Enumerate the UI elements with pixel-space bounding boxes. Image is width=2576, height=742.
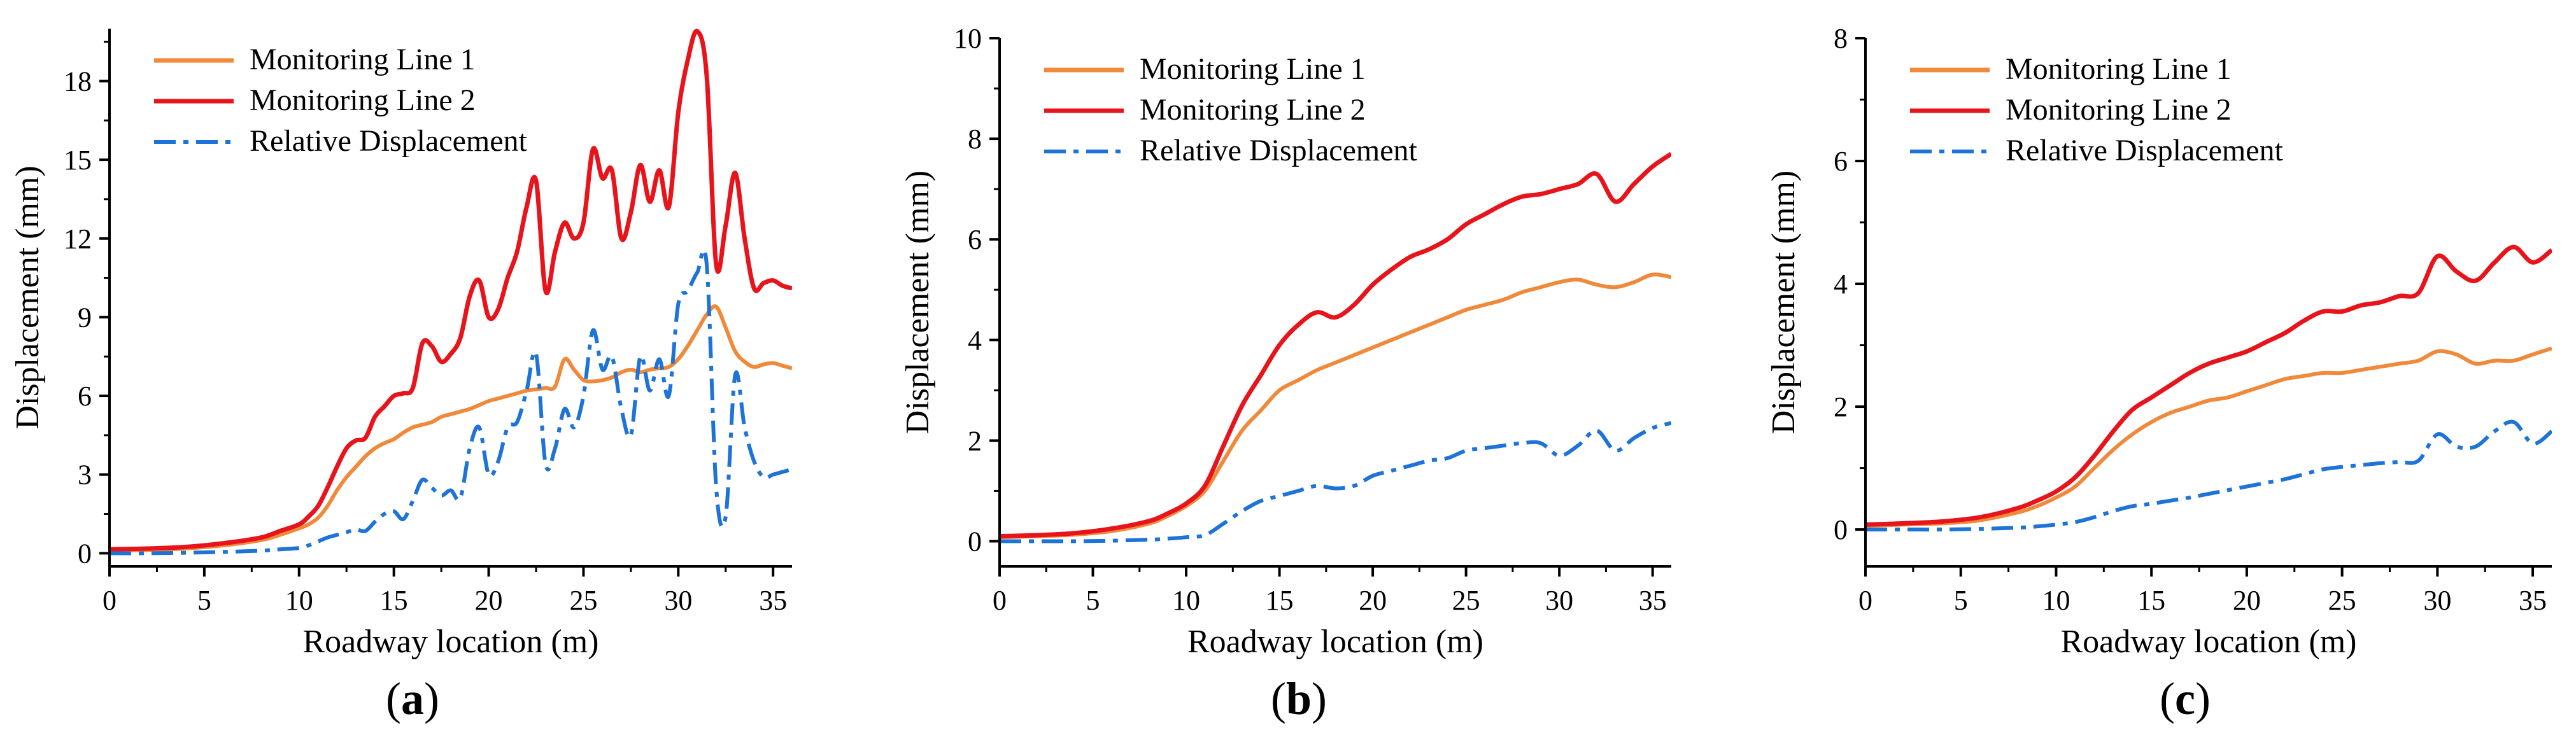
series-line-relative-displacement <box>1000 421 1671 543</box>
x-tick-label: 20 <box>475 585 503 616</box>
x-tick-label: 15 <box>2137 585 2165 616</box>
x-axis-title: Roadway location (m) <box>2061 624 2357 660</box>
legend-label: Monitoring Line 2 <box>250 83 476 117</box>
series-group <box>1000 151 1671 543</box>
series-line-monitoring-line-1 <box>110 304 792 553</box>
series-group <box>1865 244 2552 532</box>
y-tick-label: 8 <box>968 123 982 155</box>
y-tick-label: 6 <box>968 224 982 255</box>
legend: Monitoring Line 1 Monitoring Line 2 Relati… <box>154 43 528 158</box>
y-tick-label: 9 <box>78 302 92 333</box>
x-tick-label: 0 <box>1858 585 1872 616</box>
x-tick-label: 25 <box>2328 585 2356 616</box>
x-tick-label: 5 <box>197 585 211 616</box>
y-tick-label: 12 <box>64 223 92 255</box>
x-tick-label: 35 <box>759 585 787 616</box>
panel-label-close-paren: ) <box>2195 673 2211 724</box>
x-tick-label: 10 <box>2042 585 2070 616</box>
chart-panel-1: 0 5 10 15 20 25 30 35 0 3 6 9 12 15 18 Roadway location… <box>10 29 792 724</box>
panel-label-open-paren: ( <box>386 673 401 724</box>
x-tick-label: 30 <box>664 585 692 616</box>
y-axis-title: Displacement (mm) <box>1766 171 1802 434</box>
x-tick-label: 15 <box>1266 585 1294 616</box>
panel-label-letter: a <box>401 673 424 724</box>
x-tick-label: 10 <box>1172 585 1200 616</box>
panel-label-letter: b <box>1286 673 1312 724</box>
y-axis-title: Displacement (mm) <box>10 165 46 429</box>
panel-label-letter: c <box>2175 673 2195 724</box>
y-tick-label: 8 <box>1834 23 1848 54</box>
y-tick-label: 10 <box>954 23 982 54</box>
y-tick-label: 2 <box>968 425 982 456</box>
legend: Monitoring Line 1 Monitoring Line 2 Relati… <box>1044 52 1418 167</box>
series-line-monitoring-line-2 <box>110 29 792 552</box>
series-line-relative-displacement <box>1865 419 2552 532</box>
y-tick-label: 18 <box>64 66 92 97</box>
panel-label: (c) <box>2160 673 2211 724</box>
y-tick-label: 6 <box>78 381 92 412</box>
y-tick-label: 2 <box>1834 391 1848 423</box>
series-line-monitoring-line-1 <box>1865 346 2552 528</box>
series-line-relative-displacement <box>110 248 792 556</box>
series-line-monitoring-line-1 <box>1000 272 1671 540</box>
y-tick-label: 4 <box>968 325 982 356</box>
x-tick-label: 35 <box>2519 585 2547 616</box>
y-tick-label: 0 <box>78 538 92 569</box>
legend-label: Relative Displacement <box>250 124 528 158</box>
y-axis-title: Displacement (mm) <box>900 171 936 434</box>
panel-label-close-paren: ) <box>1312 673 1327 724</box>
x-tick-label: 10 <box>285 585 313 616</box>
x-tick-label: 5 <box>1954 585 1968 616</box>
panel-label: (b) <box>1271 673 1327 724</box>
y-tick-label: 15 <box>64 144 92 176</box>
x-tick-label: 5 <box>1086 585 1100 616</box>
legend-label: Relative Displacement <box>1140 134 1418 167</box>
x-tick-label: 25 <box>569 585 597 616</box>
x-tick-label: 30 <box>1545 585 1573 616</box>
panel-label-close-paren: ) <box>424 673 439 724</box>
y-tick-label: 0 <box>1834 514 1848 545</box>
x-tick-label: 25 <box>1452 585 1480 616</box>
y-tick-label: 3 <box>78 459 92 491</box>
panel-label-open-paren: ( <box>2160 673 2175 724</box>
x-tick-label: 30 <box>2423 585 2451 616</box>
panel-label-open-paren: ( <box>1271 673 1286 724</box>
chart-panel-3: 0 5 10 15 20 25 30 35 0 2 4 6 8 Roadway location (m) D… <box>1766 23 2552 724</box>
x-tick-label: 20 <box>2233 585 2261 616</box>
x-tick-label: 0 <box>103 585 117 616</box>
series-group <box>110 29 792 556</box>
y-tick-label: 4 <box>1834 269 1848 300</box>
x-tick-label: 0 <box>993 585 1007 616</box>
x-axis-title: Roadway location (m) <box>303 624 599 660</box>
y-tick-label: 6 <box>1834 146 1848 177</box>
x-tick-label: 20 <box>1359 585 1387 616</box>
chart-panel-2: 0 5 10 15 20 25 30 35 0 2 4 6 8 10 Roadway location (m… <box>900 23 1671 724</box>
legend-label: Monitoring Line 1 <box>1140 52 1366 86</box>
legend-label: Relative Displacement <box>2006 134 2284 167</box>
series-line-monitoring-line-2 <box>1000 151 1671 539</box>
legend-label: Monitoring Line 2 <box>2006 93 2232 127</box>
legend: Monitoring Line 1 Monitoring Line 2 Relati… <box>1910 52 2284 167</box>
legend-label: Monitoring Line 1 <box>250 43 476 76</box>
x-tick-label: 35 <box>1639 585 1667 616</box>
y-tick-label: 0 <box>968 526 982 557</box>
panel-label: (a) <box>386 673 439 724</box>
legend-label: Monitoring Line 1 <box>2006 52 2232 86</box>
x-axis-title: Roadway location (m) <box>1187 624 1483 660</box>
series-line-monitoring-line-2 <box>1865 244 2552 527</box>
legend-label: Monitoring Line 2 <box>1140 93 1366 127</box>
x-tick-label: 15 <box>380 585 408 616</box>
